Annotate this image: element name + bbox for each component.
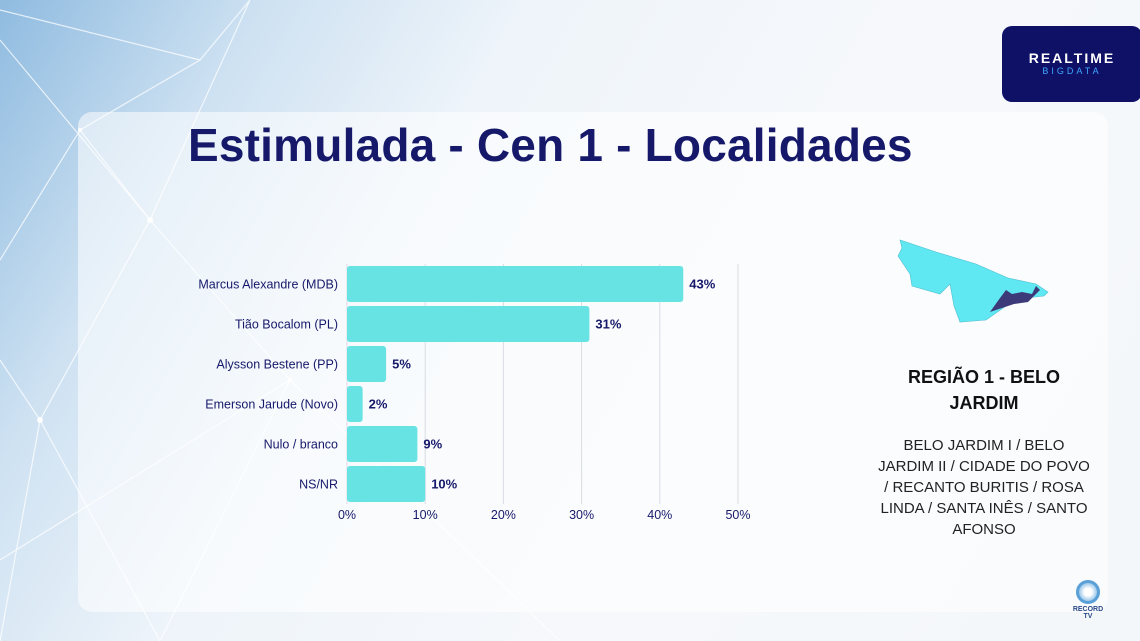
category-label: NS/NR — [299, 478, 338, 492]
x-tick-label: 50% — [725, 508, 750, 522]
data-label: 43% — [689, 277, 715, 292]
state-map-shape — [897, 239, 1049, 323]
data-label: 5% — [392, 357, 411, 372]
data-label: 2% — [369, 397, 388, 412]
bar — [347, 386, 363, 422]
category-label: Alysson Bestene (PP) — [216, 358, 338, 372]
content-panel — [78, 112, 1108, 612]
record-tv-logo: RECORD TV — [1068, 580, 1108, 620]
x-tick-label: 0% — [338, 508, 356, 522]
realtime-bigdata-logo: REALTIME BIGDATA — [1002, 26, 1140, 102]
page-title: Estimulada - Cen 1 - Localidades — [188, 119, 913, 171]
category-label: Emerson Jarude (Novo) — [205, 398, 338, 412]
x-tick-label: 20% — [491, 508, 516, 522]
logo-line2: BIGDATA — [1042, 66, 1102, 76]
bar — [347, 466, 426, 502]
data-label: 9% — [423, 437, 442, 452]
x-tick-label: 40% — [647, 508, 672, 522]
region-localities: BELO JARDIM I / BELO JARDIM II / CIDADE … — [878, 437, 1090, 538]
bar — [347, 266, 684, 302]
highlighted-region-shape — [990, 286, 1040, 312]
category-label: Marcus Alexandre (MDB) — [198, 278, 338, 292]
bar — [347, 346, 387, 382]
logo-line1: REALTIME — [1028, 50, 1116, 66]
bar — [347, 306, 590, 342]
region-title: REGIÃO 1 - BELO JARDIM — [907, 367, 1060, 413]
category-label: Nulo / branco — [264, 438, 338, 452]
data-label: 31% — [595, 317, 621, 332]
record-tv-text: RECORD TV — [1072, 606, 1104, 620]
bar — [347, 426, 418, 462]
x-tick-label: 30% — [569, 508, 594, 522]
category-label: Tião Bocalom (PL) — [235, 318, 338, 332]
x-tick-label: 10% — [413, 508, 438, 522]
region-map — [897, 239, 1049, 323]
data-label: 10% — [431, 477, 457, 492]
